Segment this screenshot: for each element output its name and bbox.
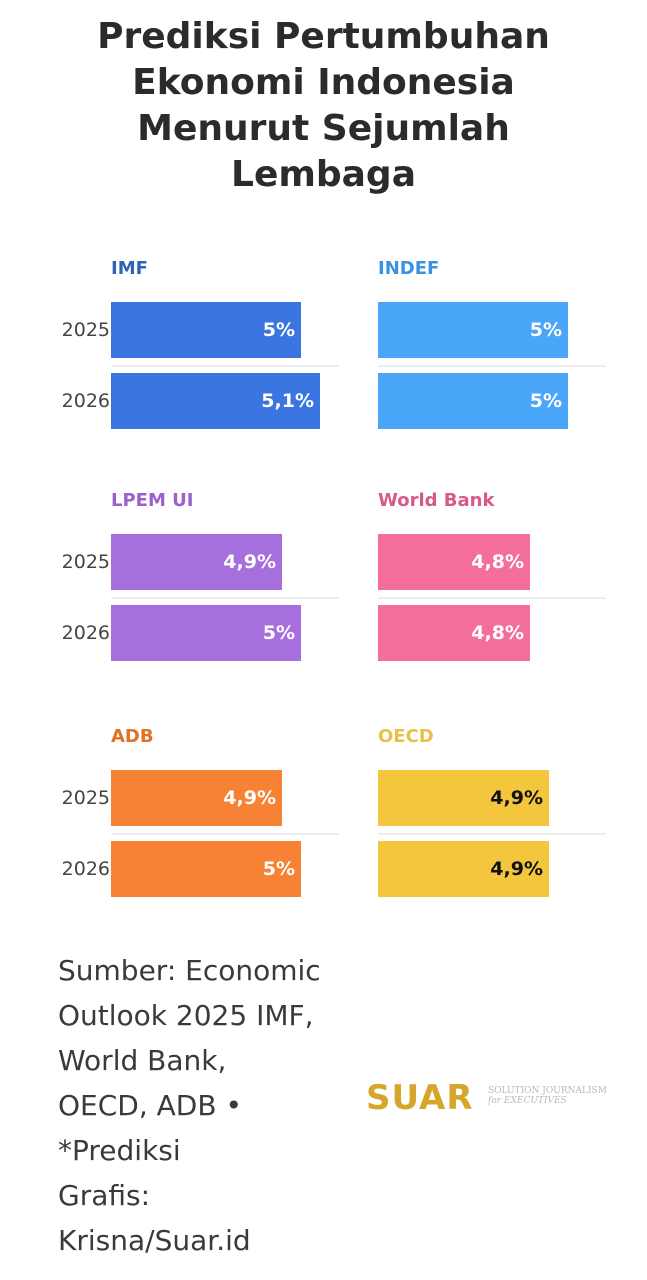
bar-row: 2025 5%: [62, 302, 341, 358]
bar-value-label: 4,8%: [471, 622, 524, 644]
panel-oecd: OECD 4,9% 4,9%: [378, 726, 647, 926]
row-divider: [378, 597, 606, 599]
logo-wordmark: SUAR: [366, 1078, 474, 1118]
bar-row: 4,8%: [378, 605, 608, 661]
bar: 5%: [111, 302, 301, 358]
bar: 5%: [111, 841, 301, 897]
year-label: 2025: [61, 319, 110, 341]
panel-title: INDEF: [378, 258, 440, 279]
source-line: Krisna/Suar.id: [58, 1224, 251, 1257]
bar: 4,8%: [378, 534, 530, 590]
bar: 4,8%: [378, 605, 530, 661]
panel-imf: IMF 2025 5% 2026 5,1%: [62, 258, 381, 458]
source-line: OECD, ADB •: [58, 1089, 242, 1122]
bar-value-label: 4,9%: [490, 858, 543, 880]
panel-title: OECD: [378, 726, 434, 747]
bar-value-label: 5%: [262, 858, 295, 880]
bar: 5%: [378, 302, 568, 358]
source-line: Sumber: Economic: [58, 954, 321, 987]
panel-title: LPEM UI: [111, 490, 194, 511]
bar: 4,9%: [111, 770, 282, 826]
bar-row: 2026 5%: [62, 605, 341, 661]
title-line: Ekonomi Indonesia: [132, 62, 515, 103]
row-divider: [378, 365, 606, 367]
panel-lpem-ui: LPEM UI 2025 4,9% 2026 5%: [62, 490, 381, 690]
bar-value-label: 5,1%: [261, 390, 314, 412]
row-divider: [111, 365, 339, 367]
bar-value-label: 5%: [529, 319, 562, 341]
bar-row: 4,9%: [378, 770, 608, 826]
bar: 5%: [111, 605, 301, 661]
bar: 4,9%: [378, 770, 549, 826]
logo-tagline: SOLUTION JOURNALISM for EXECUTIVES: [488, 1086, 607, 1106]
logo-tagline-line: SOLUTION JOURNALISM: [488, 1086, 607, 1096]
bar-value-label: 4,9%: [223, 551, 276, 573]
bar-value-label: 5%: [262, 622, 295, 644]
bar: 4,9%: [378, 841, 549, 897]
panel-adb: ADB 2025 4,9% 2026 5%: [62, 726, 381, 926]
bar-row: 5%: [378, 302, 608, 358]
bar-value-label: 5%: [262, 319, 295, 341]
logo-tagline-line: for EXECUTIVES: [488, 1096, 567, 1106]
year-label: 2026: [61, 858, 110, 880]
bar-value-label: 4,8%: [471, 551, 524, 573]
row-divider: [111, 833, 339, 835]
chart-title: Prediksi Pertumbuhan Ekonomi Indonesia M…: [0, 14, 647, 198]
source-line: World Bank,: [58, 1044, 227, 1077]
bar-row: 2025 4,9%: [62, 534, 341, 590]
bar-row: 2026 5%: [62, 841, 341, 897]
suar-logo: SUAR SOLUTION JOURNALISM for EXECUTIVES: [366, 1078, 607, 1118]
source-line: *Prediksi: [58, 1134, 181, 1167]
panel-indef: INDEF 5% 5%: [378, 258, 647, 458]
panel-title: ADB: [111, 726, 154, 747]
year-label: 2025: [61, 787, 110, 809]
title-line: Menurut Sejumlah: [137, 108, 510, 149]
title-line: Prediksi Pertumbuhan: [97, 16, 550, 57]
panel-title: IMF: [111, 258, 148, 279]
source-line: Grafis:: [58, 1179, 151, 1212]
bar: 5,1%: [111, 373, 320, 429]
year-label: 2025: [61, 551, 110, 573]
source-line: Outlook 2025 IMF,: [58, 999, 314, 1032]
row-divider: [378, 833, 606, 835]
bar-row: 2025 4,9%: [62, 770, 341, 826]
row-divider: [111, 597, 339, 599]
panel-world-bank: World Bank 4,8% 4,8%: [378, 490, 647, 690]
bar-row: 4,8%: [378, 534, 608, 590]
bar-row: 2026 5,1%: [62, 373, 341, 429]
bar: 5%: [378, 373, 568, 429]
bar-row: 4,9%: [378, 841, 608, 897]
source-note: Sumber: Economic Outlook 2025 IMF, World…: [58, 948, 321, 1263]
year-label: 2026: [61, 390, 110, 412]
title-line: Lembaga: [231, 154, 416, 195]
bar: 4,9%: [111, 534, 282, 590]
bar-value-label: 5%: [529, 390, 562, 412]
bar-row: 5%: [378, 373, 608, 429]
year-label: 2026: [61, 622, 110, 644]
panel-title: World Bank: [378, 490, 495, 511]
bar-value-label: 4,9%: [490, 787, 543, 809]
bar-value-label: 4,9%: [223, 787, 276, 809]
